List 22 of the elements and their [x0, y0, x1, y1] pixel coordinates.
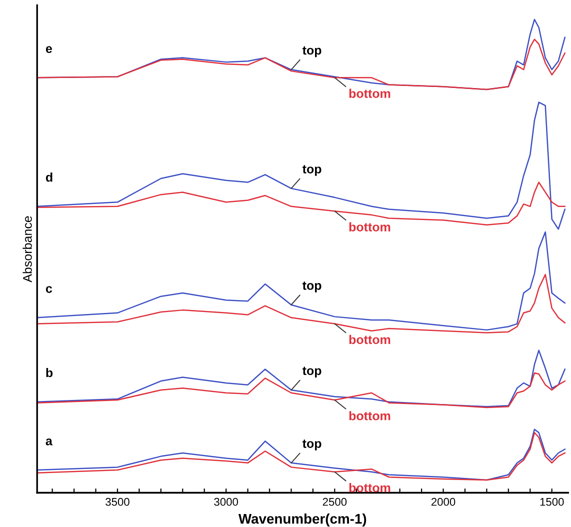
annotation: a	[46, 438, 52, 446]
series-label: top	[302, 165, 322, 176]
y-axis-title: Absorbance	[22, 216, 32, 282]
series-label: top	[302, 440, 322, 450]
series-label: bottom	[349, 222, 390, 232]
series-label: bottom	[349, 334, 390, 344]
series-label: top	[302, 282, 322, 292]
x-axis-title: Wavenumber(cm-1)	[238, 514, 366, 526]
x-tick-label: 3500	[106, 498, 130, 506]
series-label: bottom	[349, 88, 390, 98]
series-label: top	[302, 366, 322, 378]
series-label: top	[302, 46, 322, 58]
x-tick-label: 2500	[322, 498, 347, 506]
annotation: d	[46, 172, 52, 182]
series-label: bottom	[349, 483, 390, 492]
series-label: bottom	[349, 411, 390, 420]
annotation: c	[46, 286, 52, 293]
x-tick-label: 2000	[431, 498, 456, 506]
x-tick-label: 3000	[214, 498, 238, 506]
annotation: e	[46, 46, 52, 53]
x-tick-label: 1500	[540, 498, 564, 506]
annotation: b	[46, 368, 53, 378]
